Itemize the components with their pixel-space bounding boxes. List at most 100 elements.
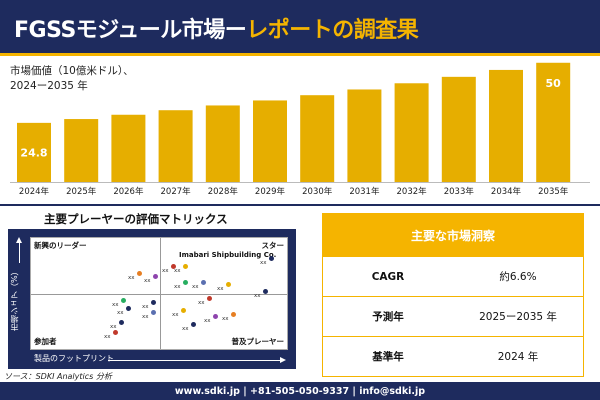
x-tick-label: 2026年 [113,186,144,197]
chart-subtitle-line2: 2024ー2035 年 [10,80,88,92]
player-dot [151,300,156,305]
player-label: xx [174,284,181,290]
insights-title: 主要な市場洞察 [323,214,583,256]
player-dot [207,296,212,301]
bar-2024年 [17,122,51,182]
x-tick-label: 2033年 [444,186,475,197]
player-label: xx [117,310,124,316]
player-label: xx [174,268,181,274]
bar-data-label: 24.8 [20,146,47,159]
chart-subtitle-line1: 市場価値（10億米ドル）、 [10,65,134,77]
player-label: xx [128,275,135,281]
header-accent-line [0,53,600,56]
section-divider [0,204,600,206]
market-insights-table: 主要な市場洞察 CAGR 約6.6% 予測年 2025ー2035 年 基準年 2… [322,213,584,377]
player-label: xx [222,316,229,322]
highlight-player-label: Imabari Shipbuilding Co. [179,251,277,259]
player-dot [119,320,124,325]
insight-key: CAGR [371,270,405,283]
player-label: xx [182,326,189,332]
insight-row-base-year: 基準年 2024 年 [323,336,583,376]
page-title-main: FGSSモジュール市場ー [14,18,247,43]
player-label: xx [110,324,117,330]
bar-data-label: 50 [546,77,562,90]
footer-contact: www.sdki.jp | +81-505-050-9337 | info@sd… [0,382,600,400]
player-label: xx [204,318,211,324]
x-tick-label: 2034年 [491,186,522,197]
bar-2032年 [394,83,429,182]
x-tick-label: 2035年 [538,186,569,197]
insight-row-cagr: CAGR 約6.6% [323,256,583,296]
bar-2026年 [111,114,146,182]
player-dot [191,322,196,327]
player-label: xx [104,334,111,340]
player-dot [226,282,231,287]
insight-value: 約6.6% [499,271,537,283]
player-dot [153,274,158,279]
player-dot [201,280,206,285]
matrix-y-axis-label: 市場シェア（%） [10,267,19,331]
matrix-title: 主要プレーヤーの評価マトリックス [44,212,228,226]
x-axis-arrow [108,357,286,363]
x-tick-label: 2028年 [208,186,239,197]
bar-2025年 [64,119,99,182]
matrix-vertical-divider [160,238,161,349]
player-dot [137,271,142,276]
x-tick-label: 2032年 [397,186,428,197]
x-tick-label: 2027年 [161,186,192,197]
x-tick-label: 2024年 [19,186,50,197]
x-tick-label: 2031年 [349,186,380,197]
bar-2030年 [300,95,335,182]
insight-value: 2024 年 [497,351,539,363]
player-dot [121,298,126,303]
matrix-plot-area: 新興のリーダー スター 参加者 普及プレーヤー Imabari Shipbuil… [30,237,288,350]
player-label: xx [144,278,151,284]
source-note: ソース：SDKI Analytics 分析 [4,372,112,381]
player-dot [171,264,176,269]
player-dot [269,256,274,261]
insight-value: 2025ー2035 年 [479,311,557,323]
bar-2033年 [441,76,476,182]
player-label: xx [217,286,224,292]
market-value-bar-chart: 2024年 24.8 2025年 2026年 2027年 2028年 2029年 2030年 2… [10,62,590,197]
player-dot [181,308,186,313]
bar-2034年 [489,69,523,182]
player-label: xx [162,268,169,274]
player-dot [183,264,188,269]
player-dot [231,312,236,317]
quadrant-participants: 参加者 [34,337,57,346]
bar-2031年 [347,89,382,182]
quadrant-stars: スター [261,241,285,250]
bar-2029年 [253,100,287,182]
player-label: xx [142,314,149,320]
header-banner: FGSSモジュール市場ー レポートの調査果 [0,0,600,56]
matrix-x-axis-label: 製品のフットプリント [34,354,114,363]
insight-row-forecast: 予測年 2025ー2035 年 [323,296,583,336]
player-dot [126,306,131,311]
player-dot [183,280,188,285]
player-label: xx [260,260,267,266]
player-label: xx [198,300,205,306]
quadrant-pervasive-players: 普及プレーヤー [231,337,285,346]
player-dot [113,330,118,335]
player-label: xx [254,293,261,299]
page-title-highlight: レポートの調査果 [246,18,419,43]
x-tick-label: 2025年 [66,186,97,197]
insight-key: 基準年 [372,351,404,363]
matrix-horizontal-divider [31,294,287,295]
x-tick-label: 2029年 [255,186,286,197]
player-label: xx [112,302,119,308]
player-dot [151,310,156,315]
bar-2035年 [536,62,571,183]
bar-2028年 [205,105,240,182]
player-evaluation-matrix: 市場シェア（%） 新興のリーダー スター 参加者 普及プレーヤー Imabari… [8,229,296,369]
player-label: xx [192,284,199,290]
player-label: xx [172,312,179,318]
quadrant-emerging-leaders: 新興のリーダー [34,241,87,250]
insight-key: 予測年 [372,311,404,323]
x-tick-label: 2030年 [302,186,333,197]
y-axis-arrow [16,237,22,263]
player-label: xx [142,304,149,310]
player-dot [263,289,268,294]
player-dot [213,314,218,319]
